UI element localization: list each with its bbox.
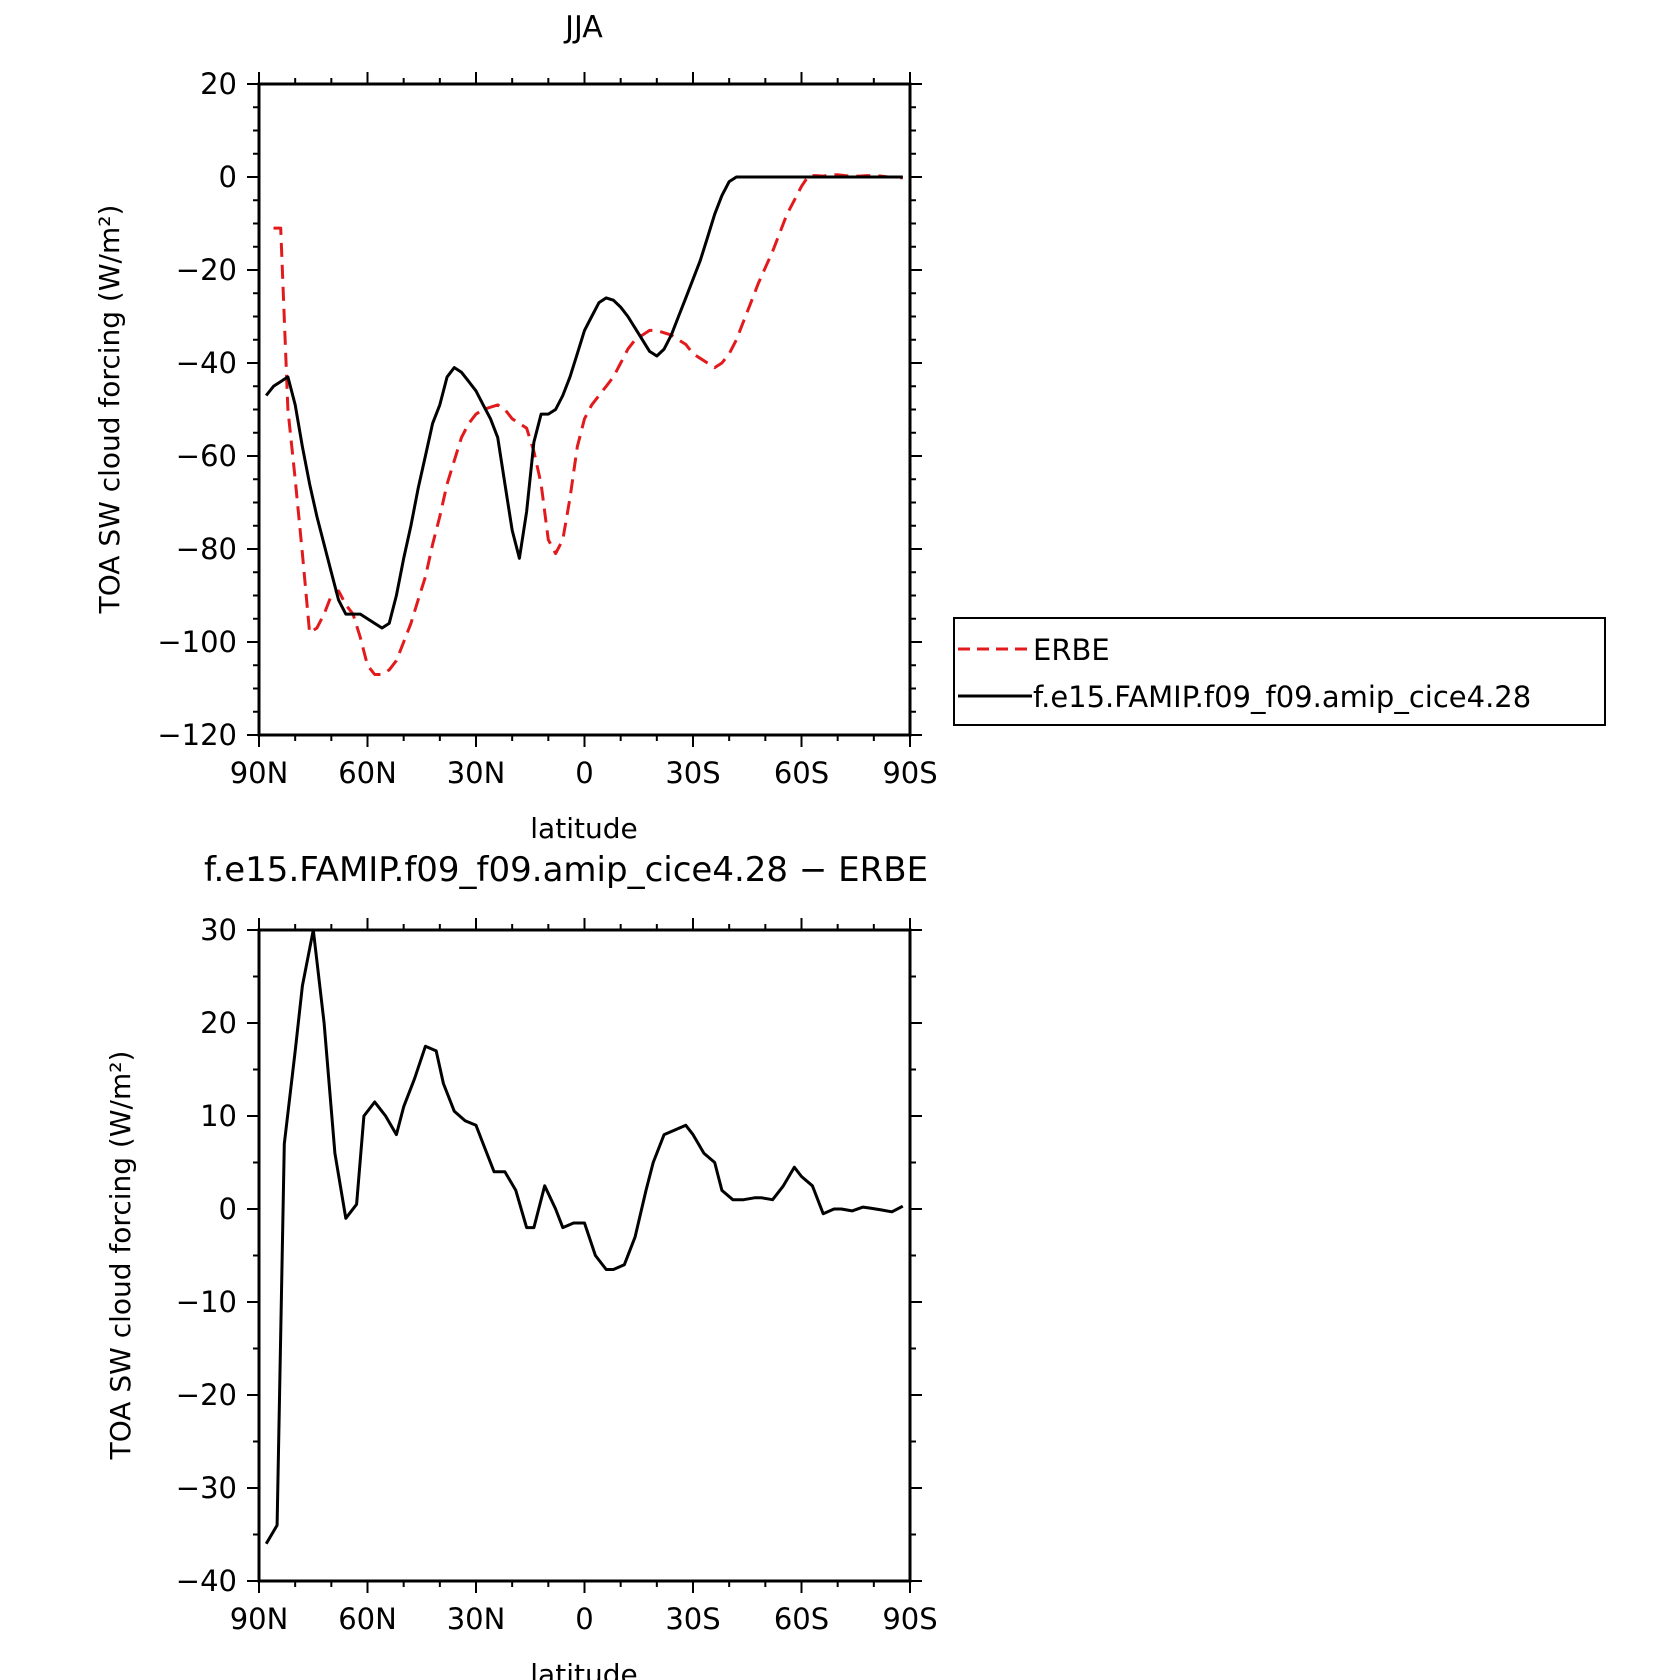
x-tick-labels: 90N 60N 30N 0 30S 60S 90S <box>230 756 938 790</box>
x-tick-label: 0 <box>575 1602 593 1636</box>
y-tick-label: 0 <box>219 1192 237 1226</box>
y-tick-label: −20 <box>176 253 237 287</box>
tick-marks <box>247 72 922 747</box>
series-group <box>264 928 904 1545</box>
legend-box <box>953 617 1606 726</box>
x-tick-label: 0 <box>575 756 593 790</box>
panel-top: JJA 90N 60N 30N 0 30S 60S 90S 20 0 −20 −40 −60 −80 −… <box>93 10 1606 845</box>
y-tick-label: 30 <box>200 913 237 947</box>
x-tick-labels: 90N 60N 30N 0 30S 60S 90S <box>230 1602 938 1636</box>
x-tick-label: 90N <box>230 1602 289 1636</box>
y-tick-label: 20 <box>200 1006 237 1040</box>
y-tick-label: 0 <box>219 160 237 194</box>
x-tick-label: 90N <box>230 756 289 790</box>
plot-frame <box>257 928 912 1583</box>
x-tick-label: 30N <box>447 1602 506 1636</box>
y-tick-label: −100 <box>157 625 237 659</box>
y-tick-labels: 20 0 −20 −40 −60 −80 −100 −120 <box>157 67 237 752</box>
panel-bottom: f.e15.FAMIP.f09_f09.amip_cice4.28 − ERBE… <box>104 850 938 1680</box>
chart-title: f.e15.FAMIP.f09_f09.amip_cice4.28 − ERBE <box>204 850 928 890</box>
y-tick-label: −30 <box>176 1471 237 1505</box>
chart-title: JJA <box>563 10 603 45</box>
y-tick-label: −80 <box>176 532 237 566</box>
y-tick-label: −60 <box>176 439 237 473</box>
y-axis-label: TOA SW cloud forcing (W/m²) <box>93 205 126 615</box>
y-tick-label: 20 <box>200 67 237 101</box>
legend-label-model: f.e15.FAMIP.f09_f09.amip_cice4.28 <box>1033 680 1531 714</box>
x-tick-label: 30N <box>447 756 506 790</box>
y-axis-label: TOA SW cloud forcing (W/m²) <box>104 1051 137 1461</box>
series-group <box>265 173 903 676</box>
y-tick-labels: 30 20 10 0 −10 −20 −30 −40 <box>176 913 237 1598</box>
y-tick-label: −40 <box>176 346 237 380</box>
series-line-difference <box>264 928 904 1545</box>
x-tick-label: 60S <box>774 756 829 790</box>
series-line-model <box>265 175 903 630</box>
x-tick-label: 90S <box>882 756 937 790</box>
x-tick-label: 30S <box>665 756 720 790</box>
x-tick-label: 60S <box>774 1602 829 1636</box>
legend-label-erbe: ERBE <box>1033 633 1110 667</box>
legend: ERBE f.e15.FAMIP.f09_f09.amip_cice4.28 <box>953 617 1606 726</box>
x-tick-label: 90S <box>882 1602 937 1636</box>
series-line-erbe <box>273 173 903 676</box>
y-tick-label: 10 <box>200 1099 237 1133</box>
y-tick-label: −40 <box>176 1564 237 1598</box>
tick-marks <box>247 918 922 1593</box>
y-tick-label: −20 <box>176 1378 237 1412</box>
x-tick-label: 60N <box>338 1602 397 1636</box>
x-axis-label: latitude <box>530 1658 637 1680</box>
y-tick-label: −10 <box>176 1285 237 1319</box>
x-tick-label: 60N <box>338 756 397 790</box>
plot-frame <box>257 82 912 737</box>
x-tick-label: 30S <box>665 1602 720 1636</box>
y-tick-label: −120 <box>157 718 237 752</box>
x-axis-label: latitude <box>530 812 637 845</box>
